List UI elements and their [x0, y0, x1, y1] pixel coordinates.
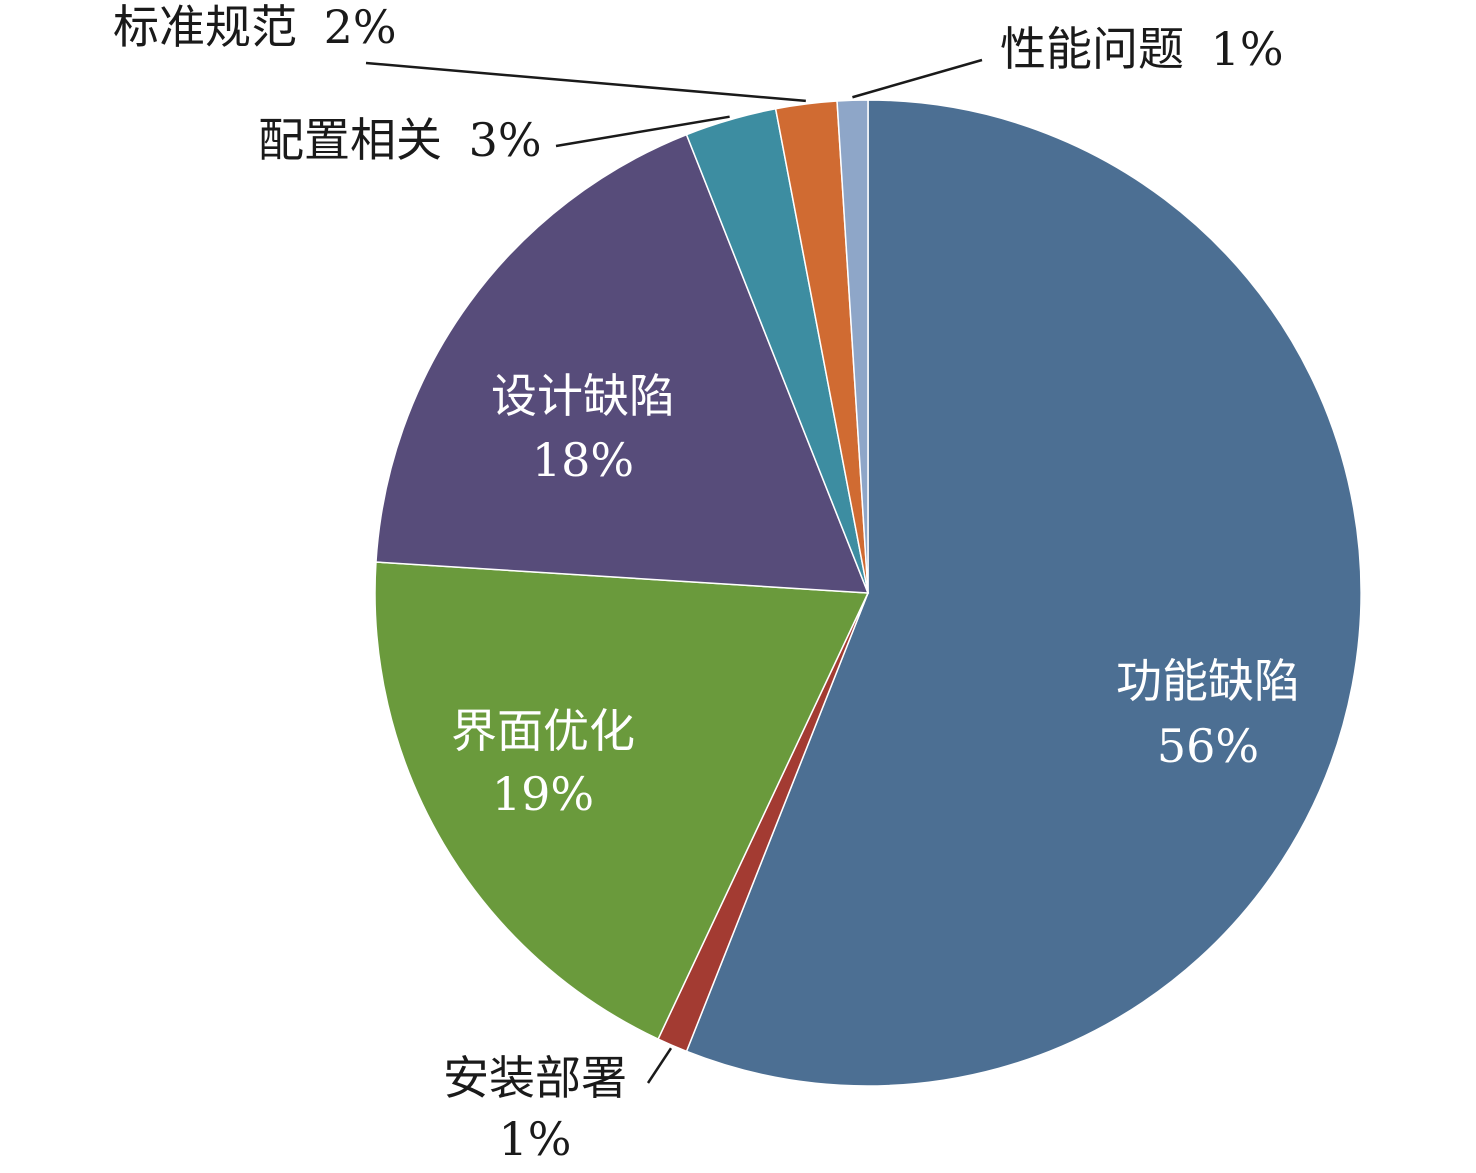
slice-label-配置相关-value: 3% [469, 113, 542, 167]
pie-slice-功能缺陷 [685, 99, 1362, 1087]
pie-slices [374, 99, 1362, 1087]
leader-line-性能问题 [852, 58, 983, 99]
slice-label-性能问题-name: 性能问题 [1000, 22, 1184, 76]
slice-label-功能缺陷-name: 功能缺陷 [1116, 654, 1300, 708]
slice-label-配置相关: 配置相关 3% [258, 113, 542, 167]
leader-line-安装部署 [646, 1047, 673, 1084]
slice-label-设计缺陷-name: 设计缺陷 [491, 369, 675, 423]
leader-line-配置相关 [555, 115, 730, 148]
pie-slice-性能问题 [836, 99, 869, 594]
pie-slice-设计缺陷 [375, 133, 870, 594]
slice-label-性能问题: 性能问题 1% [1000, 22, 1284, 76]
slice-label-安装部署-value: 1% [499, 1112, 572, 1166]
slice-label-标准规范: 标准规范 2% [113, 0, 397, 54]
leader-lines [365, 58, 983, 1084]
slice-label-标准规范-value: 2% [324, 0, 397, 54]
slice-label-界面优化-name: 界面优化 [451, 704, 635, 758]
slice-label-配置相关-name: 配置相关 [258, 113, 442, 167]
slice-label-功能缺陷-value: 56% [1157, 719, 1259, 773]
slice-label-安装部署-name: 安装部署 [443, 1051, 627, 1105]
slice-label-标准规范-name: 标准规范 [113, 0, 297, 54]
pie-slice-界面优化 [374, 561, 870, 1041]
slice-label-设计缺陷-value: 18% [532, 433, 634, 487]
slice-label-性能问题-value: 1% [1211, 22, 1284, 76]
slice-label-界面优化-value: 19% [492, 767, 594, 821]
leader-line-标准规范 [365, 61, 806, 103]
